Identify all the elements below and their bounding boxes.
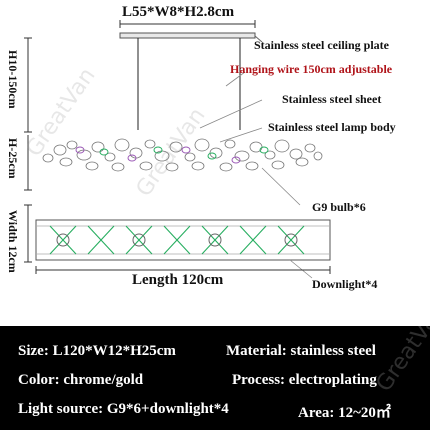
ceiling-plate-label: Stainless steel ceiling plate: [254, 38, 389, 52]
lamp-bottom-bars: [49, 225, 305, 255]
hanging-wire-label: Hanging wire 150cm adjustable: [230, 62, 393, 76]
spec-color: Color: chrome/gold: [18, 372, 144, 388]
length-label: Length 120cm: [132, 272, 224, 288]
spec-material: Material: stainless steel: [226, 343, 376, 359]
lamp-body-label: Stainless steel lamp body: [268, 120, 396, 134]
body-height-label: H-25cm: [6, 138, 20, 179]
spec-process: Process: electroplating: [232, 372, 377, 388]
width-label: Width 12cm: [6, 210, 20, 273]
downlight-label: Downlight*4: [312, 277, 378, 291]
spec-light-source: Light source: G9*6+downlight*4: [18, 401, 229, 417]
bulb-label: G9 bulb*6: [312, 200, 366, 214]
height-range-label: H10-150cm: [6, 50, 20, 109]
downlight-rings: [56, 233, 298, 247]
top-dimension-label: L55*W8*H2.8cm: [122, 4, 235, 20]
sheet-label: Stainless steel sheet: [282, 92, 382, 106]
spec-size: Size: L120*W12*H25cm: [18, 343, 176, 359]
lamp-bottom-view: [35, 219, 331, 261]
ceiling-plate: [119, 32, 256, 39]
spec-panel: [0, 326, 430, 430]
lamp-body-accents: [75, 146, 269, 164]
spec-area: Area: 12~20㎡: [298, 405, 391, 421]
